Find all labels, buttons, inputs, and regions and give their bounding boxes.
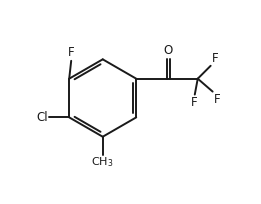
Text: Cl: Cl — [37, 111, 48, 124]
Text: F: F — [68, 46, 74, 59]
Text: F: F — [213, 93, 220, 106]
Text: F: F — [191, 96, 197, 109]
Text: F: F — [212, 52, 218, 65]
Text: CH$_3$: CH$_3$ — [91, 156, 114, 169]
Text: O: O — [164, 44, 173, 57]
